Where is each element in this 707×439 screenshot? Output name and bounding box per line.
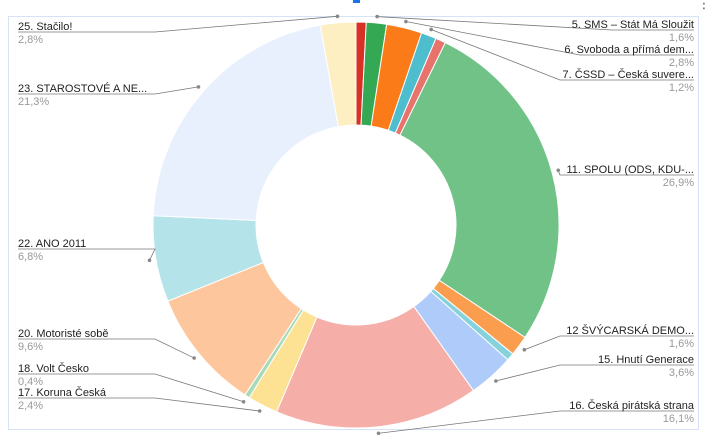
leader-line [378, 410, 694, 434]
slice-label: 16. Česká pirátská strana [569, 399, 695, 412]
slice-label: 7. ČSSD – Česká suvere... [563, 68, 694, 81]
leader-dot [522, 347, 527, 352]
slice-percent: 26,9% [663, 177, 694, 189]
leader-line [377, 16, 694, 31]
leader-line [18, 373, 244, 403]
leader-dot [376, 431, 381, 436]
slice-label: 20. Motoristé sobě [18, 328, 109, 340]
slice-percent: 1,6% [669, 338, 694, 350]
slice-percent: 2,4% [18, 400, 43, 412]
slice-label: 11. SPOLU (ODS, KDU-... [566, 164, 694, 176]
leader-line [18, 248, 156, 261]
pie-slice[interactable] [275, 305, 475, 429]
leader-line [495, 364, 694, 382]
pie-slice[interactable] [399, 42, 560, 339]
leader-dot [556, 168, 561, 173]
slice-label: 22. ANO 2011 [18, 238, 86, 250]
slice-label: 25. Stačilo! [18, 21, 72, 33]
leader-dot [335, 14, 340, 19]
leader-line [18, 338, 195, 359]
slice-label: 23. STAROSTOVÉ A NE... [18, 82, 147, 95]
leader-line [524, 335, 694, 351]
more-vert-icon[interactable]: ⋮ [697, 0, 707, 11]
slice-percent: 1,6% [669, 32, 694, 44]
leader-dot [494, 379, 498, 383]
slice-percent: 9,6% [18, 341, 43, 353]
leader-dot [404, 19, 408, 24]
slice-percent: 0,4% [18, 376, 43, 388]
leader-line [18, 397, 260, 412]
leader-dot [375, 14, 379, 19]
slice-percent: 3,6% [669, 367, 694, 379]
slice-label: 5. SMS – Stát Má Sloužit [572, 19, 694, 31]
slice-percent: 2,8% [18, 34, 43, 46]
slice-percent: 1,2% [669, 82, 694, 94]
pie-slice[interactable] [319, 21, 357, 128]
slice-label: 12 ŠVÝCARSKÁ DEMO... [566, 324, 694, 337]
slice-label: 18. Volt Česko [18, 362, 89, 375]
slice-percent: 16,1% [663, 413, 694, 425]
slice-label: 15. Hnutí Generace [598, 354, 694, 366]
pie-slice[interactable] [152, 24, 339, 221]
leader-dot [196, 85, 201, 89]
top-accent-bar [353, 0, 360, 3]
slice-label: 6. Svoboda a přímá dem... [564, 44, 694, 56]
chart-border [8, 16, 699, 430]
slice-percent: 6,8% [18, 251, 43, 263]
leader-line [18, 86, 199, 95]
leader-dot [429, 27, 433, 32]
slice-percent: 21,3% [18, 96, 49, 108]
leader-dot [257, 409, 262, 413]
leader-line [405, 21, 694, 56]
leader-line [431, 29, 694, 81]
slice-percent: 2,8% [669, 57, 694, 69]
leader-line [18, 15, 338, 33]
leader-dot [241, 399, 246, 404]
leader-dot [147, 258, 152, 263]
slice-label: 17. Koruna Česká [18, 386, 107, 399]
leader-dot [192, 356, 196, 360]
